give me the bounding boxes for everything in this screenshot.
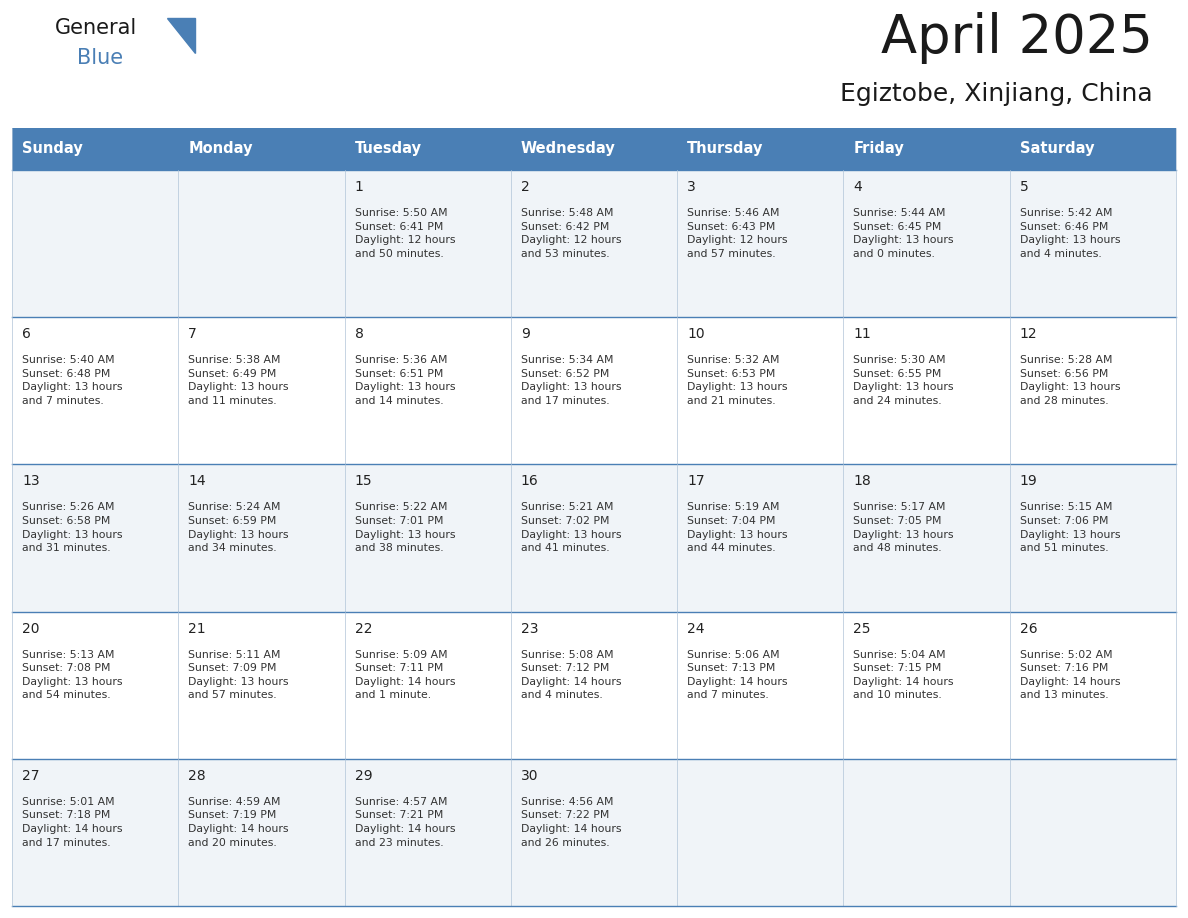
Text: 28: 28: [188, 768, 206, 783]
Text: Tuesday: Tuesday: [354, 141, 422, 156]
Text: Sunrise: 5:42 AM
Sunset: 6:46 PM
Daylight: 13 hours
and 4 minutes.: Sunrise: 5:42 AM Sunset: 6:46 PM Dayligh…: [1019, 208, 1120, 259]
Text: Sunrise: 5:28 AM
Sunset: 6:56 PM
Daylight: 13 hours
and 28 minutes.: Sunrise: 5:28 AM Sunset: 6:56 PM Dayligh…: [1019, 355, 1120, 406]
Text: Sunrise: 5:44 AM
Sunset: 6:45 PM
Daylight: 13 hours
and 0 minutes.: Sunrise: 5:44 AM Sunset: 6:45 PM Dayligh…: [853, 208, 954, 259]
Text: 24: 24: [687, 621, 704, 635]
Text: 9: 9: [520, 327, 530, 341]
Text: 10: 10: [687, 327, 704, 341]
Text: Sunrise: 5:46 AM
Sunset: 6:43 PM
Daylight: 12 hours
and 57 minutes.: Sunrise: 5:46 AM Sunset: 6:43 PM Dayligh…: [687, 208, 788, 259]
Text: Sunrise: 5:26 AM
Sunset: 6:58 PM
Daylight: 13 hours
and 31 minutes.: Sunrise: 5:26 AM Sunset: 6:58 PM Dayligh…: [23, 502, 122, 554]
Text: 12: 12: [1019, 327, 1037, 341]
Text: Sunrise: 5:50 AM
Sunset: 6:41 PM
Daylight: 12 hours
and 50 minutes.: Sunrise: 5:50 AM Sunset: 6:41 PM Dayligh…: [354, 208, 455, 259]
Text: Sunrise: 5:01 AM
Sunset: 7:18 PM
Daylight: 14 hours
and 17 minutes.: Sunrise: 5:01 AM Sunset: 7:18 PM Dayligh…: [23, 797, 122, 847]
Text: Sunrise: 5:38 AM
Sunset: 6:49 PM
Daylight: 13 hours
and 11 minutes.: Sunrise: 5:38 AM Sunset: 6:49 PM Dayligh…: [188, 355, 289, 406]
Text: 27: 27: [23, 768, 39, 783]
Text: Friday: Friday: [853, 141, 904, 156]
Text: 5: 5: [1019, 180, 1029, 194]
Text: Sunrise: 4:57 AM
Sunset: 7:21 PM
Daylight: 14 hours
and 23 minutes.: Sunrise: 4:57 AM Sunset: 7:21 PM Dayligh…: [354, 797, 455, 847]
Text: General: General: [55, 18, 138, 38]
Text: Sunrise: 4:59 AM
Sunset: 7:19 PM
Daylight: 14 hours
and 20 minutes.: Sunrise: 4:59 AM Sunset: 7:19 PM Dayligh…: [188, 797, 289, 847]
Text: 11: 11: [853, 327, 871, 341]
Text: Sunrise: 5:19 AM
Sunset: 7:04 PM
Daylight: 13 hours
and 44 minutes.: Sunrise: 5:19 AM Sunset: 7:04 PM Dayligh…: [687, 502, 788, 554]
Text: Sunrise: 5:04 AM
Sunset: 7:15 PM
Daylight: 14 hours
and 10 minutes.: Sunrise: 5:04 AM Sunset: 7:15 PM Dayligh…: [853, 650, 954, 700]
Text: 21: 21: [188, 621, 206, 635]
Text: Sunrise: 5:32 AM
Sunset: 6:53 PM
Daylight: 13 hours
and 21 minutes.: Sunrise: 5:32 AM Sunset: 6:53 PM Dayligh…: [687, 355, 788, 406]
Text: 26: 26: [1019, 621, 1037, 635]
Text: Sunrise: 5:40 AM
Sunset: 6:48 PM
Daylight: 13 hours
and 7 minutes.: Sunrise: 5:40 AM Sunset: 6:48 PM Dayligh…: [23, 355, 122, 406]
Text: 25: 25: [853, 621, 871, 635]
Text: 30: 30: [520, 768, 538, 783]
Text: 19: 19: [1019, 475, 1037, 488]
Bar: [12, 759, 1176, 906]
Bar: [12, 611, 1176, 759]
Text: 3: 3: [687, 180, 696, 194]
Text: Sunrise: 5:48 AM
Sunset: 6:42 PM
Daylight: 12 hours
and 53 minutes.: Sunrise: 5:48 AM Sunset: 6:42 PM Dayligh…: [520, 208, 621, 259]
Text: 20: 20: [23, 621, 39, 635]
Bar: [12, 170, 1176, 318]
Text: 23: 23: [520, 621, 538, 635]
Text: 1: 1: [354, 180, 364, 194]
Text: Wednesday: Wednesday: [520, 141, 615, 156]
Text: Sunday: Sunday: [23, 141, 83, 156]
Text: Sunrise: 5:11 AM
Sunset: 7:09 PM
Daylight: 13 hours
and 57 minutes.: Sunrise: 5:11 AM Sunset: 7:09 PM Dayligh…: [188, 650, 289, 700]
Text: Sunrise: 5:06 AM
Sunset: 7:13 PM
Daylight: 14 hours
and 7 minutes.: Sunrise: 5:06 AM Sunset: 7:13 PM Dayligh…: [687, 650, 788, 700]
Text: 16: 16: [520, 475, 538, 488]
Text: 22: 22: [354, 621, 372, 635]
Text: Sunrise: 5:13 AM
Sunset: 7:08 PM
Daylight: 13 hours
and 54 minutes.: Sunrise: 5:13 AM Sunset: 7:08 PM Dayligh…: [23, 650, 122, 700]
Text: Sunrise: 5:08 AM
Sunset: 7:12 PM
Daylight: 14 hours
and 4 minutes.: Sunrise: 5:08 AM Sunset: 7:12 PM Dayligh…: [520, 650, 621, 700]
Text: Sunrise: 5:02 AM
Sunset: 7:16 PM
Daylight: 14 hours
and 13 minutes.: Sunrise: 5:02 AM Sunset: 7:16 PM Dayligh…: [1019, 650, 1120, 700]
Text: 17: 17: [687, 475, 704, 488]
Text: Thursday: Thursday: [687, 141, 764, 156]
Text: Sunrise: 5:09 AM
Sunset: 7:11 PM
Daylight: 14 hours
and 1 minute.: Sunrise: 5:09 AM Sunset: 7:11 PM Dayligh…: [354, 650, 455, 700]
Text: Egiztobe, Xinjiang, China: Egiztobe, Xinjiang, China: [840, 82, 1154, 106]
Text: Monday: Monday: [188, 141, 253, 156]
Bar: [12, 128, 1176, 170]
Text: Sunrise: 5:21 AM
Sunset: 7:02 PM
Daylight: 13 hours
and 41 minutes.: Sunrise: 5:21 AM Sunset: 7:02 PM Dayligh…: [520, 502, 621, 554]
Text: Saturday: Saturday: [1019, 141, 1094, 156]
Text: 18: 18: [853, 475, 871, 488]
Text: Sunrise: 5:15 AM
Sunset: 7:06 PM
Daylight: 13 hours
and 51 minutes.: Sunrise: 5:15 AM Sunset: 7:06 PM Dayligh…: [1019, 502, 1120, 554]
Text: Sunrise: 5:17 AM
Sunset: 7:05 PM
Daylight: 13 hours
and 48 minutes.: Sunrise: 5:17 AM Sunset: 7:05 PM Dayligh…: [853, 502, 954, 554]
Text: 29: 29: [354, 768, 372, 783]
Text: Sunrise: 5:30 AM
Sunset: 6:55 PM
Daylight: 13 hours
and 24 minutes.: Sunrise: 5:30 AM Sunset: 6:55 PM Dayligh…: [853, 355, 954, 406]
Polygon shape: [168, 18, 195, 53]
Text: 15: 15: [354, 475, 372, 488]
Text: Sunrise: 4:56 AM
Sunset: 7:22 PM
Daylight: 14 hours
and 26 minutes.: Sunrise: 4:56 AM Sunset: 7:22 PM Dayligh…: [520, 797, 621, 847]
Text: April 2025: April 2025: [881, 12, 1154, 64]
Text: Sunrise: 5:24 AM
Sunset: 6:59 PM
Daylight: 13 hours
and 34 minutes.: Sunrise: 5:24 AM Sunset: 6:59 PM Dayligh…: [188, 502, 289, 554]
Text: 6: 6: [23, 327, 31, 341]
Text: 4: 4: [853, 180, 862, 194]
Text: 14: 14: [188, 475, 206, 488]
Text: 2: 2: [520, 180, 530, 194]
Text: Sunrise: 5:22 AM
Sunset: 7:01 PM
Daylight: 13 hours
and 38 minutes.: Sunrise: 5:22 AM Sunset: 7:01 PM Dayligh…: [354, 502, 455, 554]
Text: Sunrise: 5:34 AM
Sunset: 6:52 PM
Daylight: 13 hours
and 17 minutes.: Sunrise: 5:34 AM Sunset: 6:52 PM Dayligh…: [520, 355, 621, 406]
Text: 7: 7: [188, 327, 197, 341]
Bar: [12, 318, 1176, 465]
Text: Sunrise: 5:36 AM
Sunset: 6:51 PM
Daylight: 13 hours
and 14 minutes.: Sunrise: 5:36 AM Sunset: 6:51 PM Dayligh…: [354, 355, 455, 406]
Text: 8: 8: [354, 327, 364, 341]
Text: 13: 13: [23, 475, 39, 488]
Bar: [12, 465, 1176, 611]
Text: Blue: Blue: [77, 48, 124, 68]
